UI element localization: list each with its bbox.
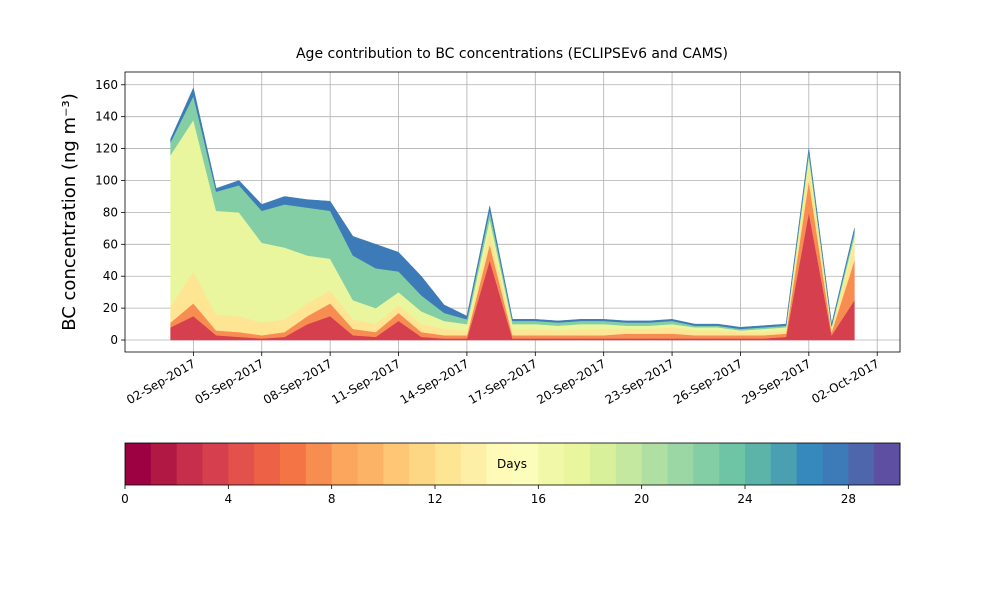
y-tick-label: 0 [110, 333, 118, 347]
y-tick-label: 100 [95, 173, 118, 187]
colorbar-swatch [254, 443, 281, 485]
colorbar-swatch [641, 443, 668, 485]
x-tick-label: 23-Sep-2017 [603, 356, 677, 407]
colorbar-swatch [228, 443, 255, 485]
colorbar-swatch [150, 443, 178, 485]
colorbar-swatch [435, 443, 462, 485]
colorbar-swatch [125, 443, 152, 485]
colorbar-frame [124, 442, 901, 486]
colorbar-tick-label: 28 [841, 492, 856, 506]
x-tick-label: 05-Sep-2017 [192, 356, 266, 407]
y-tick-label: 160 [95, 78, 118, 92]
colorbar-swatch [590, 443, 617, 485]
y-tick-label: 80 [103, 205, 118, 219]
colorbar-tick-label: 20 [634, 492, 649, 506]
colorbar-swatch [796, 443, 823, 485]
colorbar-swatch [331, 443, 358, 485]
chart-title: Age contribution to BC concentrations (E… [296, 46, 728, 62]
area-layer [170, 87, 855, 330]
y-tick-label: 20 [103, 301, 118, 315]
x-tick-label: 17-Sep-2017 [466, 356, 540, 407]
x-tick-label: 26-Sep-2017 [671, 356, 745, 407]
colorbar-tick-label: 12 [427, 492, 442, 506]
x-tick-label: 11-Sep-2017 [329, 356, 403, 407]
x-tick-label: 20-Sep-2017 [534, 356, 608, 407]
y-tick-label: 60 [103, 237, 118, 251]
colorbar-swatch [615, 443, 643, 485]
colorbar-swatch [486, 443, 513, 485]
y-tick-label: 120 [95, 142, 118, 156]
x-tick-label: 14-Sep-2017 [398, 356, 472, 407]
y-tick-label: 40 [103, 269, 118, 283]
colorbar-swatch [874, 443, 901, 485]
colorbar-swatch [357, 443, 384, 485]
colorbar-swatch [667, 443, 694, 485]
x-tick-label: 08-Sep-2017 [261, 356, 335, 407]
colorbar-swatch [512, 443, 539, 485]
colorbar-swatch [460, 443, 488, 485]
x-tick-label: 29-Sep-2017 [740, 356, 814, 407]
colorbar-swatch [409, 443, 436, 485]
colorbar-swatch [305, 443, 333, 485]
y-axis-label: BC concentration (ng m⁻³) [59, 93, 80, 331]
colorbar-swatch [770, 443, 798, 485]
colorbar-swatch [280, 443, 307, 485]
colorbar-tick-label: 16 [531, 492, 546, 506]
x-tick-label: 02-Sep-2017 [124, 356, 198, 407]
colorbar-swatch [176, 443, 203, 485]
colorbar-label: Days [497, 457, 527, 471]
colorbar-swatch [719, 443, 746, 485]
colorbar-swatch [745, 443, 772, 485]
colorbar-swatch [538, 443, 565, 485]
y-tick-label: 140 [95, 110, 118, 124]
colorbar-tick-label: 0 [121, 492, 129, 506]
colorbar-swatch [822, 443, 849, 485]
colorbar-tick-label: 24 [737, 492, 752, 506]
x-tick-label: 02-Oct-2017 [809, 356, 881, 406]
colorbar-swatch [693, 443, 720, 485]
colorbar-tick-label: 8 [328, 492, 336, 506]
colorbar-swatch [848, 443, 875, 485]
colorbar-tick-label: 4 [225, 492, 233, 506]
colorbar-swatch [202, 443, 229, 485]
colorbar-swatch [383, 443, 410, 485]
colorbar-swatch [564, 443, 591, 485]
